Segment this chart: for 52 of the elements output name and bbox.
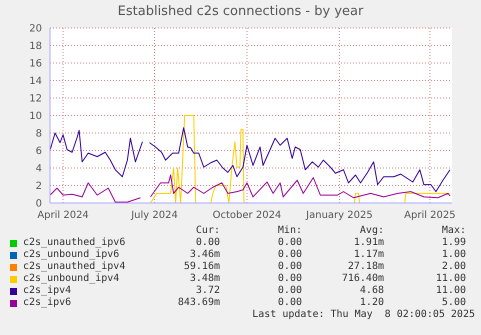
text: 1.20 bbox=[358, 297, 384, 309]
text: Min: bbox=[276, 225, 302, 237]
text: 3.48m bbox=[188, 273, 220, 285]
legend-label: c2s_unbound_ipv4 bbox=[23, 273, 120, 285]
x-tick-label: January 2025 bbox=[305, 210, 373, 222]
text: 1.17m bbox=[352, 249, 384, 261]
text: 0.00 bbox=[276, 261, 302, 273]
legend-label: c2s_ipv4 bbox=[23, 285, 72, 297]
text: 59.16m bbox=[182, 261, 220, 273]
text: 0.00 bbox=[276, 285, 302, 297]
x-tick-label: April 2025 bbox=[404, 210, 456, 222]
text: 3.46m bbox=[188, 249, 220, 261]
text: 11.00 bbox=[434, 273, 466, 285]
legend-label: c2s_unauthed_ipv6 bbox=[23, 237, 126, 249]
x-tick-label: April 2024 bbox=[37, 210, 89, 222]
text: Last update: Thu May 8 02:00:05 2025 bbox=[251, 309, 475, 321]
y-tick-label: 18 bbox=[29, 41, 42, 52]
text: 1.00 bbox=[440, 249, 466, 261]
x-tick-label: October 2024 bbox=[212, 210, 282, 222]
y-tick-label: 0 bbox=[36, 198, 42, 210]
text: 1.99 bbox=[440, 237, 466, 249]
text: 0.00 bbox=[276, 249, 302, 261]
y-tick-label: 12 bbox=[29, 94, 42, 105]
y-tick-label: 2 bbox=[36, 181, 42, 192]
chart-title: Established c2s connections - by year bbox=[116, 4, 364, 19]
legend-label: c2s_unauthed_ipv4 bbox=[23, 261, 126, 273]
x-tick-label: July 2024 bbox=[130, 210, 178, 222]
y-tick-label: 10 bbox=[29, 111, 42, 122]
text: 3.72 bbox=[194, 285, 220, 297]
text: 0.00 bbox=[276, 273, 302, 285]
y-tick-label: 4 bbox=[36, 164, 42, 175]
legend-label: c2s_ipv6 bbox=[23, 297, 72, 309]
text: Max: bbox=[440, 225, 466, 237]
text: 5.00 bbox=[440, 297, 466, 309]
y-tick-label: 20 bbox=[29, 24, 42, 35]
legend-label: c2s_unbound_ipv6 bbox=[23, 249, 120, 261]
text: 4.68 bbox=[358, 285, 384, 297]
y-tick-label: 14 bbox=[29, 76, 42, 88]
text: 0.00 bbox=[194, 237, 220, 249]
text: 11.00 bbox=[434, 285, 466, 297]
text: Cur: bbox=[194, 225, 220, 237]
y-tick-label: 6 bbox=[36, 146, 42, 158]
text: 2.00 bbox=[440, 261, 466, 273]
y-tick-label: 16 bbox=[29, 58, 42, 70]
text: 0.00 bbox=[276, 297, 302, 309]
text: 716.40m bbox=[340, 273, 384, 285]
text: 1.91m bbox=[352, 237, 384, 249]
y-tick-label: 8 bbox=[36, 128, 42, 140]
text: 843.69m bbox=[176, 297, 220, 309]
text: 27.18m bbox=[346, 261, 384, 273]
text: Avg: bbox=[358, 225, 384, 237]
text: 0.00 bbox=[276, 237, 302, 249]
